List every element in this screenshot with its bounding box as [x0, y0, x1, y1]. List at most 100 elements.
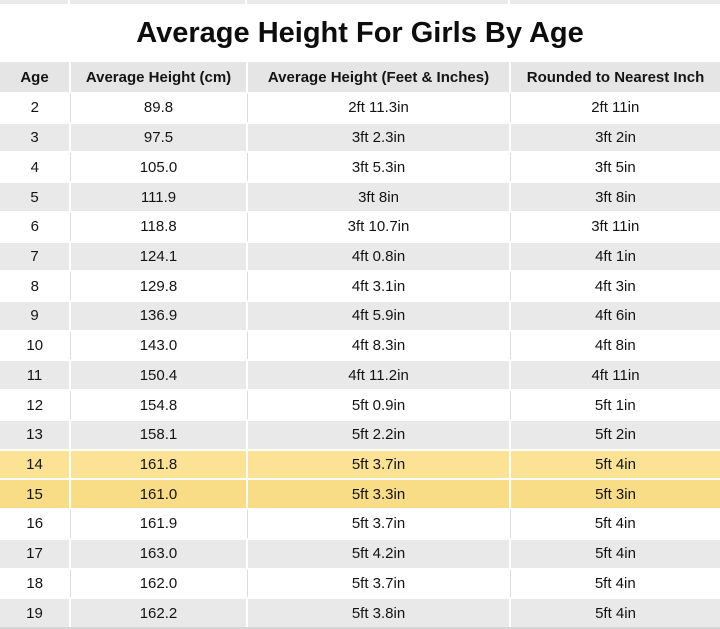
table-cell: 2ft 11in — [510, 92, 720, 123]
table-row: 13 158.1 5ft 2.2in 5ft 2in — [0, 418, 720, 450]
table-cell: 8 — [0, 270, 71, 302]
table-cell: 161.0 — [70, 478, 248, 510]
table-cell: 7 — [0, 240, 71, 272]
table-row: 17 163.0 5ft 4.2in 5ft 4in — [0, 537, 720, 569]
table-body: 2 89.8 2ft 11.3in 2ft 11in 3 97.5 3ft 2.3in 3ft… — [0, 92, 720, 629]
table-row: 16 161.9 5ft 3.7in 5ft 4in — [0, 508, 720, 539]
table-cell: 97.5 — [70, 121, 248, 153]
table-cell: 5ft 3.8in — [247, 597, 511, 629]
table-cell: 4 — [0, 151, 71, 183]
table-cell: 5ft 2in — [510, 418, 720, 450]
column-header: Age — [0, 62, 71, 94]
table-cell: 3 — [0, 121, 71, 153]
table-cell: 4ft 5.9in — [247, 300, 511, 331]
cropped-row-strip — [0, 0, 720, 4]
table-cell: 5ft 3.7in — [247, 448, 511, 480]
table-cell: 150.4 — [70, 359, 248, 391]
table-cell: 105.0 — [70, 151, 248, 183]
table-cell: 5ft 3.7in — [247, 508, 511, 539]
table-cell: 3ft 2in — [510, 121, 720, 153]
table-cell: 14 — [0, 448, 71, 480]
table-cell: 2ft 11.3in — [247, 92, 511, 123]
table-row: 8 129.8 4ft 3.1in 4ft 3in — [0, 270, 720, 302]
table-cell: 19 — [0, 597, 71, 629]
table-cell: 4ft 3.1in — [247, 270, 511, 302]
table-cell: 124.1 — [70, 240, 248, 272]
table-cell: 143.0 — [70, 329, 248, 361]
table-cell: 4ft 11.2in — [247, 359, 511, 391]
table-row: 3 97.5 3ft 2.3in 3ft 2in — [0, 121, 720, 153]
table-cell: 15 — [0, 478, 71, 510]
table-cell: 5ft 3.3in — [247, 478, 511, 510]
table-row: 2 89.8 2ft 11.3in 2ft 11in — [0, 92, 720, 123]
table-cell: 5ft 4in — [510, 567, 720, 599]
table-cell: 4ft 8.3in — [247, 329, 511, 361]
table-cell: 4ft 3in — [510, 270, 720, 302]
table-row: 6 118.8 3ft 10.7in 3ft 11in — [0, 210, 720, 242]
table-cell: 4ft 1in — [510, 240, 720, 272]
table-cell: 5ft 3in — [510, 478, 720, 510]
table-cell: 111.9 — [70, 181, 248, 212]
table-cell: 4ft 8in — [510, 329, 720, 361]
column-separator — [245, 0, 247, 4]
table-cell: 5ft 2.2in — [247, 418, 511, 450]
table-cell: 16 — [0, 508, 71, 539]
table-cell: 161.8 — [70, 448, 248, 480]
table-cell: 162.2 — [70, 597, 248, 629]
table-row: 15 161.0 5ft 3.3in 5ft 3in — [0, 478, 720, 510]
table-cell: 158.1 — [70, 418, 248, 450]
table-cell: 3ft 2.3in — [247, 121, 511, 153]
table-row: 14 161.8 5ft 3.7in 5ft 4in — [0, 448, 720, 480]
table-cell: 161.9 — [70, 508, 248, 539]
table-row: 11 150.4 4ft 11.2in 4ft 11in — [0, 359, 720, 391]
table-cell: 17 — [0, 537, 71, 569]
table-cell: 5ft 0.9in — [247, 389, 511, 420]
table-cell: 5ft 4in — [510, 508, 720, 539]
table-row: 18 162.0 5ft 3.7in 5ft 4in — [0, 567, 720, 599]
table-cell: 129.8 — [70, 270, 248, 302]
column-header: Rounded to Nearest Inch — [510, 62, 720, 94]
column-separator — [68, 0, 70, 4]
table-row: 10 143.0 4ft 8.3in 4ft 8in — [0, 329, 720, 361]
table-cell: 5ft 1in — [510, 389, 720, 420]
table-cell: 3ft 10.7in — [247, 210, 511, 242]
table-cell: 3ft 11in — [510, 210, 720, 242]
column-separator — [508, 0, 510, 4]
table-cell: 3ft 8in — [247, 181, 511, 212]
table-cell: 5ft 3.7in — [247, 567, 511, 599]
column-header: Average Height (cm) — [70, 62, 248, 94]
table-cell: 4ft 6in — [510, 300, 720, 331]
table-cell: 5 — [0, 181, 71, 212]
table-row: 12 154.8 5ft 0.9in 5ft 1in — [0, 389, 720, 420]
table-cell: 11 — [0, 359, 71, 391]
table-header-row: Age Average Height (cm) Average Height (Fe… — [0, 62, 720, 94]
table-cell: 10 — [0, 329, 71, 361]
table-cell: 3ft 5in — [510, 151, 720, 183]
table-row: 4 105.0 3ft 5.3in 3ft 5in — [0, 151, 720, 183]
height-table: Age Average Height (cm) Average Height (Fe… — [0, 62, 720, 629]
column-header: Average Height (Feet & Inches) — [247, 62, 511, 94]
table-cell: 163.0 — [70, 537, 248, 569]
table-cell: 12 — [0, 389, 71, 420]
table-cell: 4ft 11in — [510, 359, 720, 391]
table-cell: 154.8 — [70, 389, 248, 420]
table-cell: 136.9 — [70, 300, 248, 331]
table-cell: 18 — [0, 567, 71, 599]
table-cell: 162.0 — [70, 567, 248, 599]
table-cell: 6 — [0, 210, 71, 242]
table-row: 5 111.9 3ft 8in 3ft 8in — [0, 181, 720, 212]
table-cell: 5ft 4in — [510, 537, 720, 569]
table-row: 9 136.9 4ft 5.9in 4ft 6in — [0, 300, 720, 331]
table-cell: 9 — [0, 300, 71, 331]
page-title: Average Height For Girls By Age — [136, 16, 584, 49]
table-cell: 5ft 4in — [510, 597, 720, 629]
table-cell: 13 — [0, 418, 71, 450]
table-cell: 3ft 5.3in — [247, 151, 511, 183]
table-cell: 5ft 4.2in — [247, 537, 511, 569]
table-row: 7 124.1 4ft 0.8in 4ft 1in — [0, 240, 720, 272]
table-cell: 5ft 4in — [510, 448, 720, 480]
table-cell: 4ft 0.8in — [247, 240, 511, 272]
table-cell: 3ft 8in — [510, 181, 720, 212]
table-row: 19 162.2 5ft 3.8in 5ft 4in — [0, 597, 720, 629]
